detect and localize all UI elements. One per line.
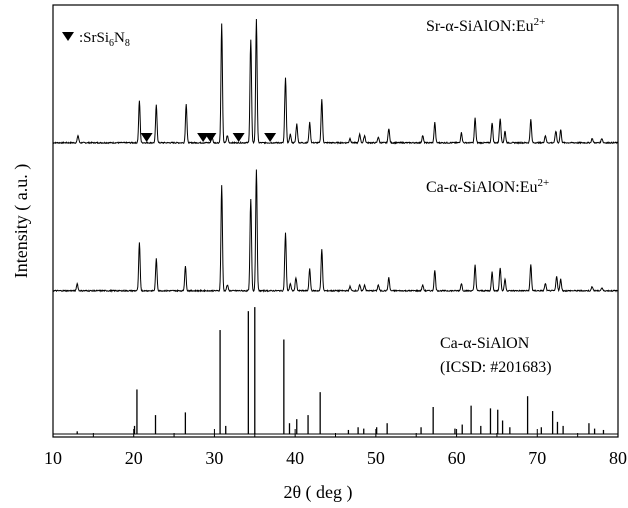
xrd-pattern-line (52, 18, 619, 145)
x-tick-label: 30 (205, 448, 223, 468)
x-tick-label: 70 (528, 448, 546, 468)
x-tick-label: 20 (125, 448, 143, 468)
series-label: Ca-α-SiAlON:Eu2+ (426, 177, 549, 196)
x-tick-label: 50 (367, 448, 385, 468)
series-label-line2: (ICSD: #201683) (440, 359, 552, 376)
series-traces (52, 18, 619, 435)
legend-label: :SrSi6N8 (79, 30, 130, 49)
srsi6n8-marker-icon (204, 133, 217, 142)
x-tick-label: 60 (448, 448, 466, 468)
legend: :SrSi6N8 (62, 30, 130, 49)
series-label: Sr-α-SiAlON:Eu2+ (426, 16, 545, 35)
srsi6n8-marker-icon (140, 133, 153, 142)
x-axis-label: 2θ ( deg ) (283, 482, 352, 503)
series-label: Ca-α-SiAlON (440, 335, 530, 352)
x-axis-tick-labels: 10 20 30 40 50 60 70 80 (44, 448, 627, 468)
x-axis-ticks (52, 429, 619, 437)
srsi6n8-markers (140, 133, 277, 142)
legend-marker-icon (62, 32, 74, 41)
xrd-pattern-line (52, 169, 619, 293)
x-tick-label: 80 (609, 448, 627, 468)
srsi6n8-marker-icon (232, 133, 245, 142)
srsi6n8-marker-icon (264, 133, 277, 142)
x-tick-label: 10 (44, 448, 62, 468)
series-labels: Sr-α-SiAlON:Eu2+ Ca-α-SiAlON:Eu2+ Ca-α-SiA… (426, 16, 552, 376)
x-tick-label: 40 (286, 448, 304, 468)
y-axis-label: Intensity ( a.u. ) (11, 164, 32, 278)
